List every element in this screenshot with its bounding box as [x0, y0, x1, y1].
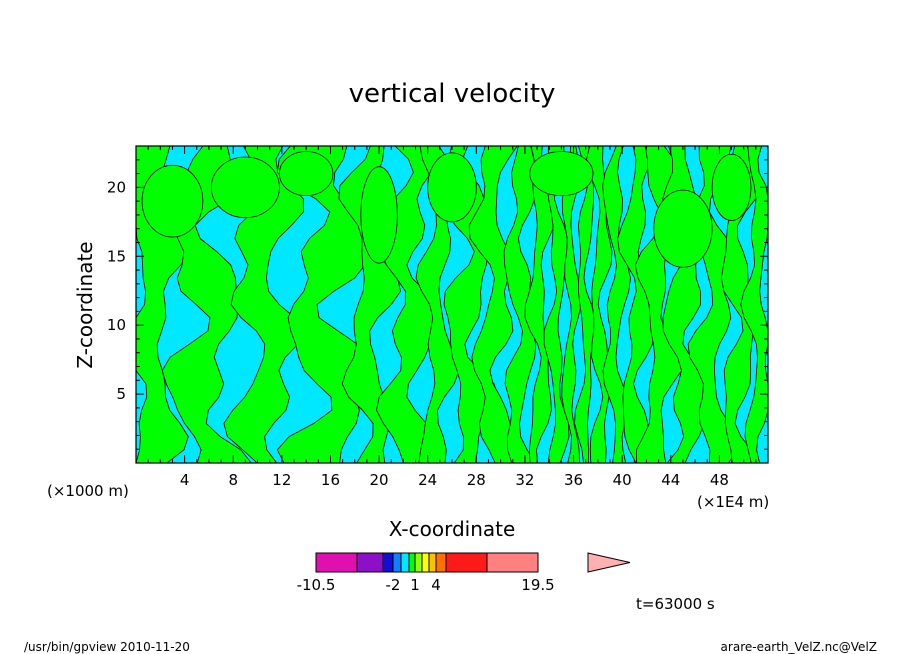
x-tick-label: 48: [710, 471, 729, 489]
contour-blob: [360, 166, 398, 264]
time-label: t=63000 s: [636, 595, 715, 613]
contour-blob: [711, 153, 752, 221]
colorbar: [315, 552, 631, 573]
contour-blob: [529, 151, 594, 197]
footer-left: /usr/bin/gpview 2010-11-20: [24, 640, 190, 654]
x-tick-label: 28: [467, 471, 486, 489]
contour-blob: [427, 152, 477, 223]
y-axis-label: Z-coordinate: [73, 241, 97, 368]
colorbar-tick-labels: -10.5 -2 1 4 19.5: [297, 576, 555, 594]
colorbar-segment: [400, 552, 410, 573]
y-tick-label: 15: [107, 247, 126, 265]
x-tick-label: 32: [515, 471, 534, 489]
x-tick-label: 8: [228, 471, 238, 489]
colorbar-tick-label: -2: [386, 576, 401, 594]
colorbar-segment: [392, 552, 402, 573]
colorbar-segment: [486, 552, 539, 573]
colorbar-tick-label: -10.5: [297, 576, 336, 594]
colorbar-segment: [421, 552, 430, 573]
x-tick-label: 20: [370, 471, 389, 489]
colorbar-segment: [428, 552, 437, 573]
x-tick-label: 24: [418, 471, 437, 489]
colorbar-segment: [408, 552, 416, 573]
footer-right: arare-earth_VelZ.nc@VelZ: [721, 640, 877, 654]
x-unit-left: (×1000 m): [47, 482, 129, 500]
colorbar-tick-label: 1: [410, 576, 420, 594]
x-tick-label: 12: [272, 471, 291, 489]
x-tick-label: 4: [180, 471, 190, 489]
colorbar-overflow-arrow: [587, 552, 631, 573]
x-tick-label: 36: [564, 471, 583, 489]
y-axis-ticks: 5 10 15 20: [107, 145, 768, 464]
colorbar-segment: [382, 552, 394, 573]
colorbar-segment: [435, 552, 447, 573]
x-tick-label: 16: [321, 471, 340, 489]
contour-blob: [210, 156, 280, 219]
contour-bands: [135, 145, 769, 464]
y-tick-label: 10: [107, 316, 126, 334]
x-tick-label: 44: [661, 471, 680, 489]
y-tick-label: 20: [107, 178, 126, 196]
colorbar-segment: [414, 552, 423, 573]
contour-blob: [653, 189, 713, 268]
colorbar-segment: [356, 552, 384, 573]
x-unit-right: (×1E4 m): [697, 493, 769, 511]
x-axis-label: X-coordinate: [389, 517, 516, 541]
y-tick-label: 5: [116, 385, 126, 403]
x-tick-label: 40: [613, 471, 632, 489]
x-axis-ticks: 4 8 12 16 20 24 28 32 36 40 44 48: [135, 146, 769, 489]
colorbar-tick-label: 4: [431, 576, 441, 594]
contour-blob: [141, 164, 204, 238]
contour-blob: [279, 151, 334, 197]
colorbar-segment: [445, 552, 488, 573]
colorbar-segment: [315, 552, 358, 573]
chart-title: vertical velocity: [349, 79, 556, 109]
colorbar-tick-label: 19.5: [521, 576, 554, 594]
